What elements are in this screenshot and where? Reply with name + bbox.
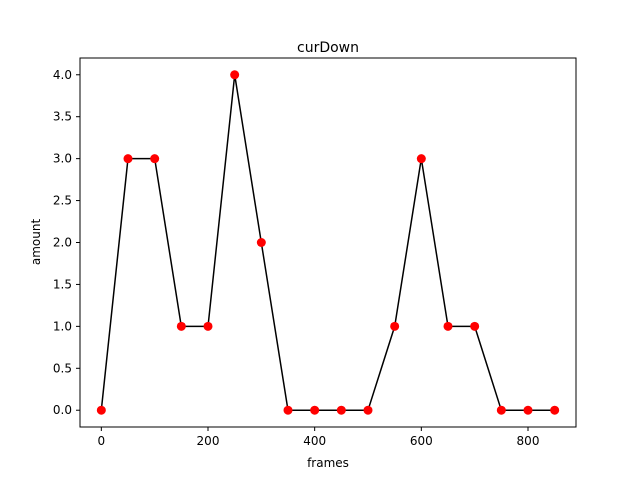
- data-point: [256, 238, 266, 247]
- data-point: [310, 405, 320, 415]
- x-tick-label: 800: [517, 434, 540, 448]
- data-point: [550, 405, 560, 415]
- y-tick-label: 1.5: [53, 277, 72, 291]
- y-tick-label: 3.5: [53, 110, 72, 124]
- data-point: [150, 154, 160, 164]
- y-axis-label: amount: [29, 219, 43, 266]
- data-point: [230, 70, 240, 80]
- x-tick-label: 200: [197, 434, 220, 448]
- data-point: [416, 154, 426, 164]
- y-tick-label: 4.0: [53, 68, 72, 82]
- data-point: [363, 405, 373, 415]
- y-tick-label: 0.0: [53, 403, 72, 417]
- series-line: [100, 74, 555, 411]
- data-point: [470, 321, 480, 331]
- y-tick-label: 0.5: [53, 361, 72, 375]
- y-tick-label: 2.5: [53, 194, 72, 208]
- y-tick-label: 2.0: [53, 236, 72, 250]
- data-point: [96, 405, 106, 415]
- data-point: [283, 405, 293, 415]
- y-tick-label: 3.0: [53, 152, 72, 166]
- x-tick-label: 400: [303, 434, 326, 448]
- data-point: [203, 321, 213, 331]
- data-point: [176, 321, 186, 331]
- y-tick-label: 1.0: [53, 319, 72, 333]
- data-point: [123, 154, 133, 164]
- data-series: [96, 70, 560, 415]
- x-tick-label: 600: [410, 434, 433, 448]
- data-point: [496, 405, 506, 415]
- x-axis-label: frames: [307, 456, 349, 470]
- data-point: [523, 405, 533, 415]
- data-point: [390, 321, 400, 331]
- chart-title: curDown: [297, 40, 359, 56]
- plot-frame: [79, 57, 577, 428]
- data-point: [443, 321, 453, 331]
- x-tick-label: 0: [98, 434, 106, 448]
- axis-ticks: 0 200 400 600 800 0.0 0.5 1.0 1.5 2.0 2.5 3.0 3.5 4.0: [53, 68, 540, 448]
- data-point: [336, 405, 346, 415]
